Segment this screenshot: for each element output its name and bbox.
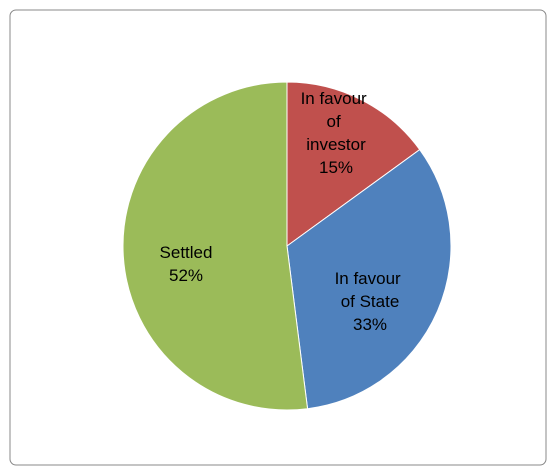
pie-slice: [286, 148, 452, 410]
pie-slice: [122, 81, 309, 411]
slice-value-label: 33%: [353, 315, 387, 334]
slice-category-label: Settled: [160, 243, 213, 262]
slice-category-label: In favour of State: [335, 269, 406, 311]
pie-slice: [286, 81, 421, 247]
slice-category-label: In favour of investor: [301, 89, 372, 154]
slice-value-label: 15%: [319, 158, 353, 177]
slice-value-label: 52%: [169, 266, 203, 285]
